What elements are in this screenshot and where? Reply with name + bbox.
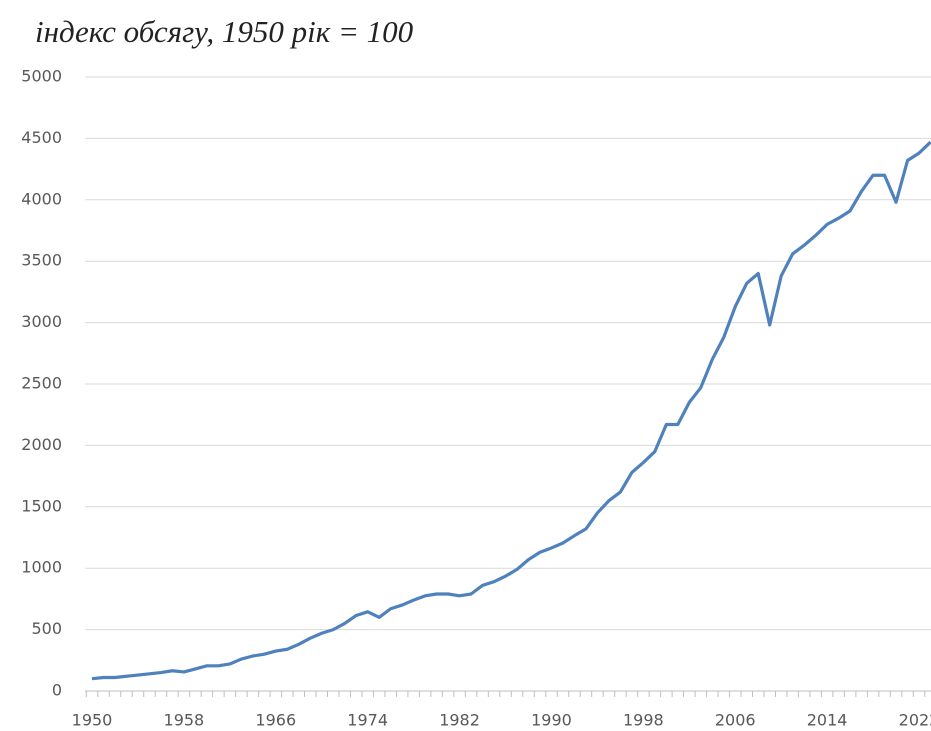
y-tick-label: 4000 — [21, 189, 62, 208]
y-tick-label: 5000 — [21, 67, 62, 86]
y-tick-label: 3000 — [21, 312, 62, 331]
x-tick-label: 1982 — [439, 711, 480, 730]
y-tick-label: 3500 — [21, 251, 62, 270]
x-tick-label: 2006 — [715, 711, 756, 730]
x-tick-label: 1950 — [72, 711, 113, 730]
y-tick-label: 1000 — [21, 558, 62, 577]
x-tick-label: 2022 — [899, 711, 931, 730]
x-tick-label: 1990 — [531, 711, 572, 730]
x-tick-label: 1998 — [623, 711, 664, 730]
chart-title: індекс обсягу, 1950 рік = 100 — [35, 14, 414, 49]
x-tick-label: 1958 — [164, 711, 205, 730]
line-series — [91, 140, 931, 681]
x-tick-label: 1966 — [255, 711, 296, 730]
y-tick-label: 2500 — [21, 374, 62, 393]
y-tick-label: 1500 — [21, 496, 62, 515]
x-tick-label: 2014 — [807, 711, 848, 730]
y-tick-label: 0 — [52, 681, 62, 700]
y-tick-label: 500 — [31, 619, 62, 638]
y-tick-label: 4500 — [21, 128, 62, 147]
y-tick-label: 2000 — [21, 435, 62, 454]
x-tick-label: 1974 — [347, 711, 388, 730]
